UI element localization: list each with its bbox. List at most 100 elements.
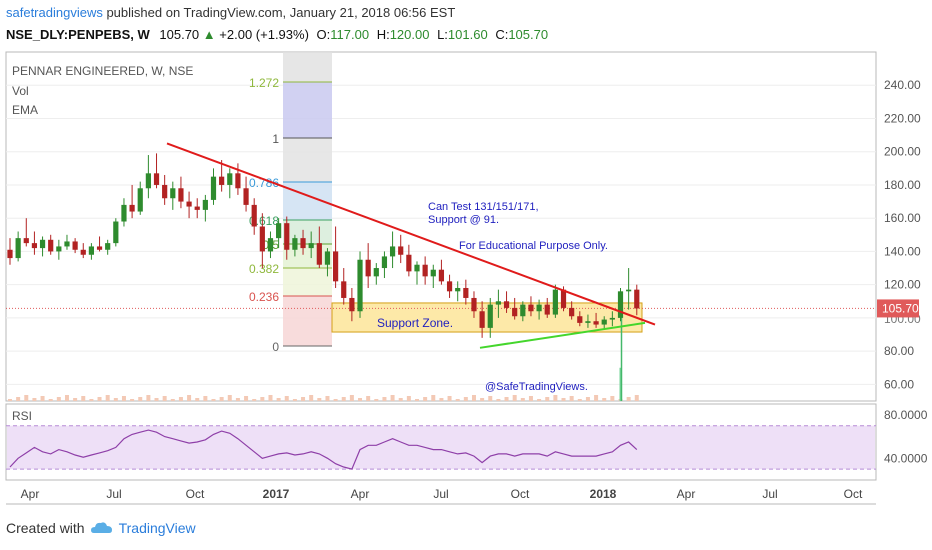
candle-body [276,223,282,239]
price-tick-label: 120.00 [884,278,921,292]
volume-bar [276,398,281,401]
candle-body [569,307,575,317]
volume-bar [398,398,403,401]
author-link[interactable]: safetradingviews [6,5,103,20]
price-tick-label: 240.00 [884,78,921,92]
volume-bar [40,396,45,401]
volume-bar [56,397,61,401]
candle-body [601,319,607,325]
volume-bar [341,397,346,401]
volume-bar [333,399,338,401]
close-label: C: [495,27,509,42]
candle-body [186,201,192,207]
candle-body [381,256,388,269]
volume-bar [431,395,436,401]
volume-bar [496,399,501,401]
candle-body [64,241,70,247]
volume-bar [105,395,110,401]
tradingview-brand[interactable]: TradingView [118,520,196,536]
volume-bar [569,396,574,401]
fib-zone-top [283,52,332,82]
candle-body [162,184,168,199]
publish-header: safetradingviews published on TradingVie… [6,5,455,20]
volume-bar [317,398,322,401]
volume-bar [89,399,94,401]
volume-bar [382,397,387,401]
volume-bar [130,399,135,401]
candle-body [129,204,135,212]
candle-body [219,176,225,185]
time-tick-label: Jul [106,487,121,501]
created-with-text: Created with [6,520,85,536]
candle-body [536,304,542,312]
candle-body [406,254,412,272]
volume-bar [471,395,476,401]
candle-body [39,239,46,249]
fib-zone-3 [283,220,332,244]
time-tick-label: 2017 [263,487,290,501]
candle-body [634,289,640,309]
volume-bar [219,397,224,401]
open-label: O: [316,27,331,42]
close-value: 105.70 [508,27,549,42]
candle-body [349,297,355,312]
candle-body [365,259,371,277]
volume-bar [244,396,249,401]
price-tick-label: 220.00 [884,111,921,125]
legend-entry: EMA [12,103,38,117]
candle-body [422,264,428,277]
candle-body [626,289,632,292]
volume-bar [97,397,102,401]
candle-body [324,251,331,265]
candle-body [7,249,13,259]
volume-bar [64,395,69,401]
candle-body [23,238,29,244]
fib-level-label: 0.786 [249,176,279,190]
price-tick-label: 180.00 [884,178,921,192]
volume-bar [48,399,53,401]
last-price-tag [877,299,919,318]
candle-body [617,291,624,318]
up-arrow-icon: ▲ [202,27,216,42]
price-tick-label: 200.00 [884,145,921,159]
volume-bar [162,396,167,401]
time-tick-label: Jul [433,487,448,501]
volume-bar [284,396,289,401]
rsi-tick-label: 80.0000 [884,408,928,422]
volume-bar [423,397,428,401]
candle-body [170,188,176,199]
volume-bar [634,395,639,401]
volume-bar [626,397,631,401]
low-value: 101.60 [447,27,488,42]
candle-body [585,321,591,323]
candle-body [471,297,477,312]
volume-bar [170,399,175,401]
volume-bar [512,395,517,401]
watermark-text: @SafeTradingViews. [485,381,588,393]
volume-bar [260,397,265,401]
candle-body [56,246,62,252]
candle-body [259,226,265,252]
volume-bar [358,398,363,401]
volume-bar [610,396,615,401]
volume-bar [374,399,379,401]
candle-body [455,287,461,292]
candle-body [308,243,314,249]
candle-body [512,307,518,317]
candle-body [137,188,143,212]
candle-body [414,264,420,272]
volume-bar [146,395,151,401]
low-label: L: [437,27,448,42]
fib-zone-6 [283,296,332,346]
candle-body [96,246,103,250]
candle-body [292,238,298,250]
fib-level-label: 1 [272,132,279,146]
up-trendline [479,321,646,349]
candle-body [528,304,534,312]
volume-bar [488,396,493,401]
volume-bar [325,396,330,401]
volume-bar [520,398,525,401]
candle-body [31,243,38,249]
volume-bar [545,397,550,401]
